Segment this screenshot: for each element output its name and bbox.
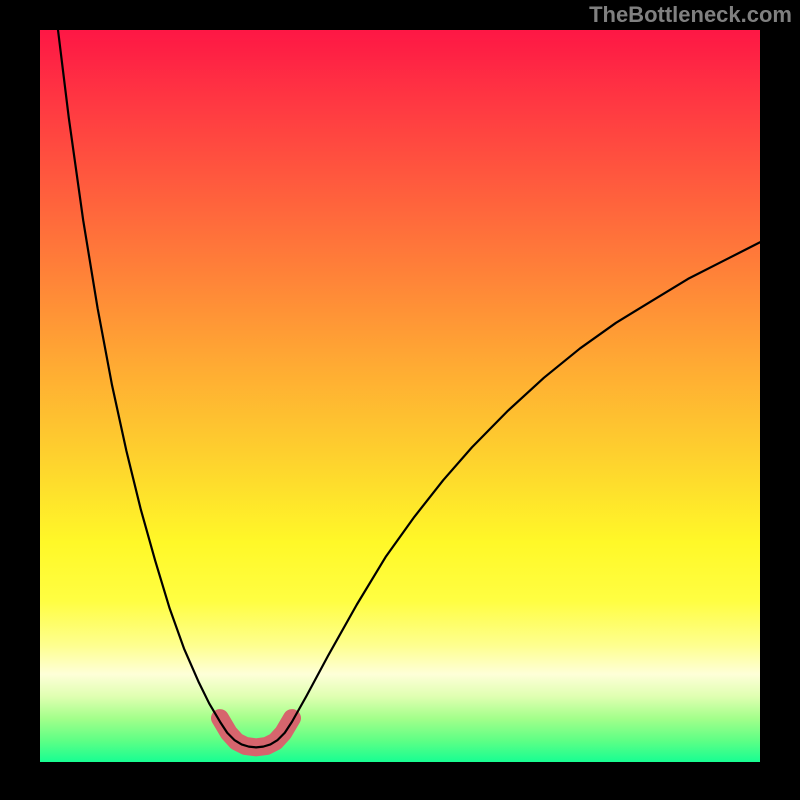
watermark-text: TheBottleneck.com bbox=[589, 2, 792, 28]
chart-svg bbox=[0, 0, 800, 800]
plot-background bbox=[40, 30, 760, 762]
